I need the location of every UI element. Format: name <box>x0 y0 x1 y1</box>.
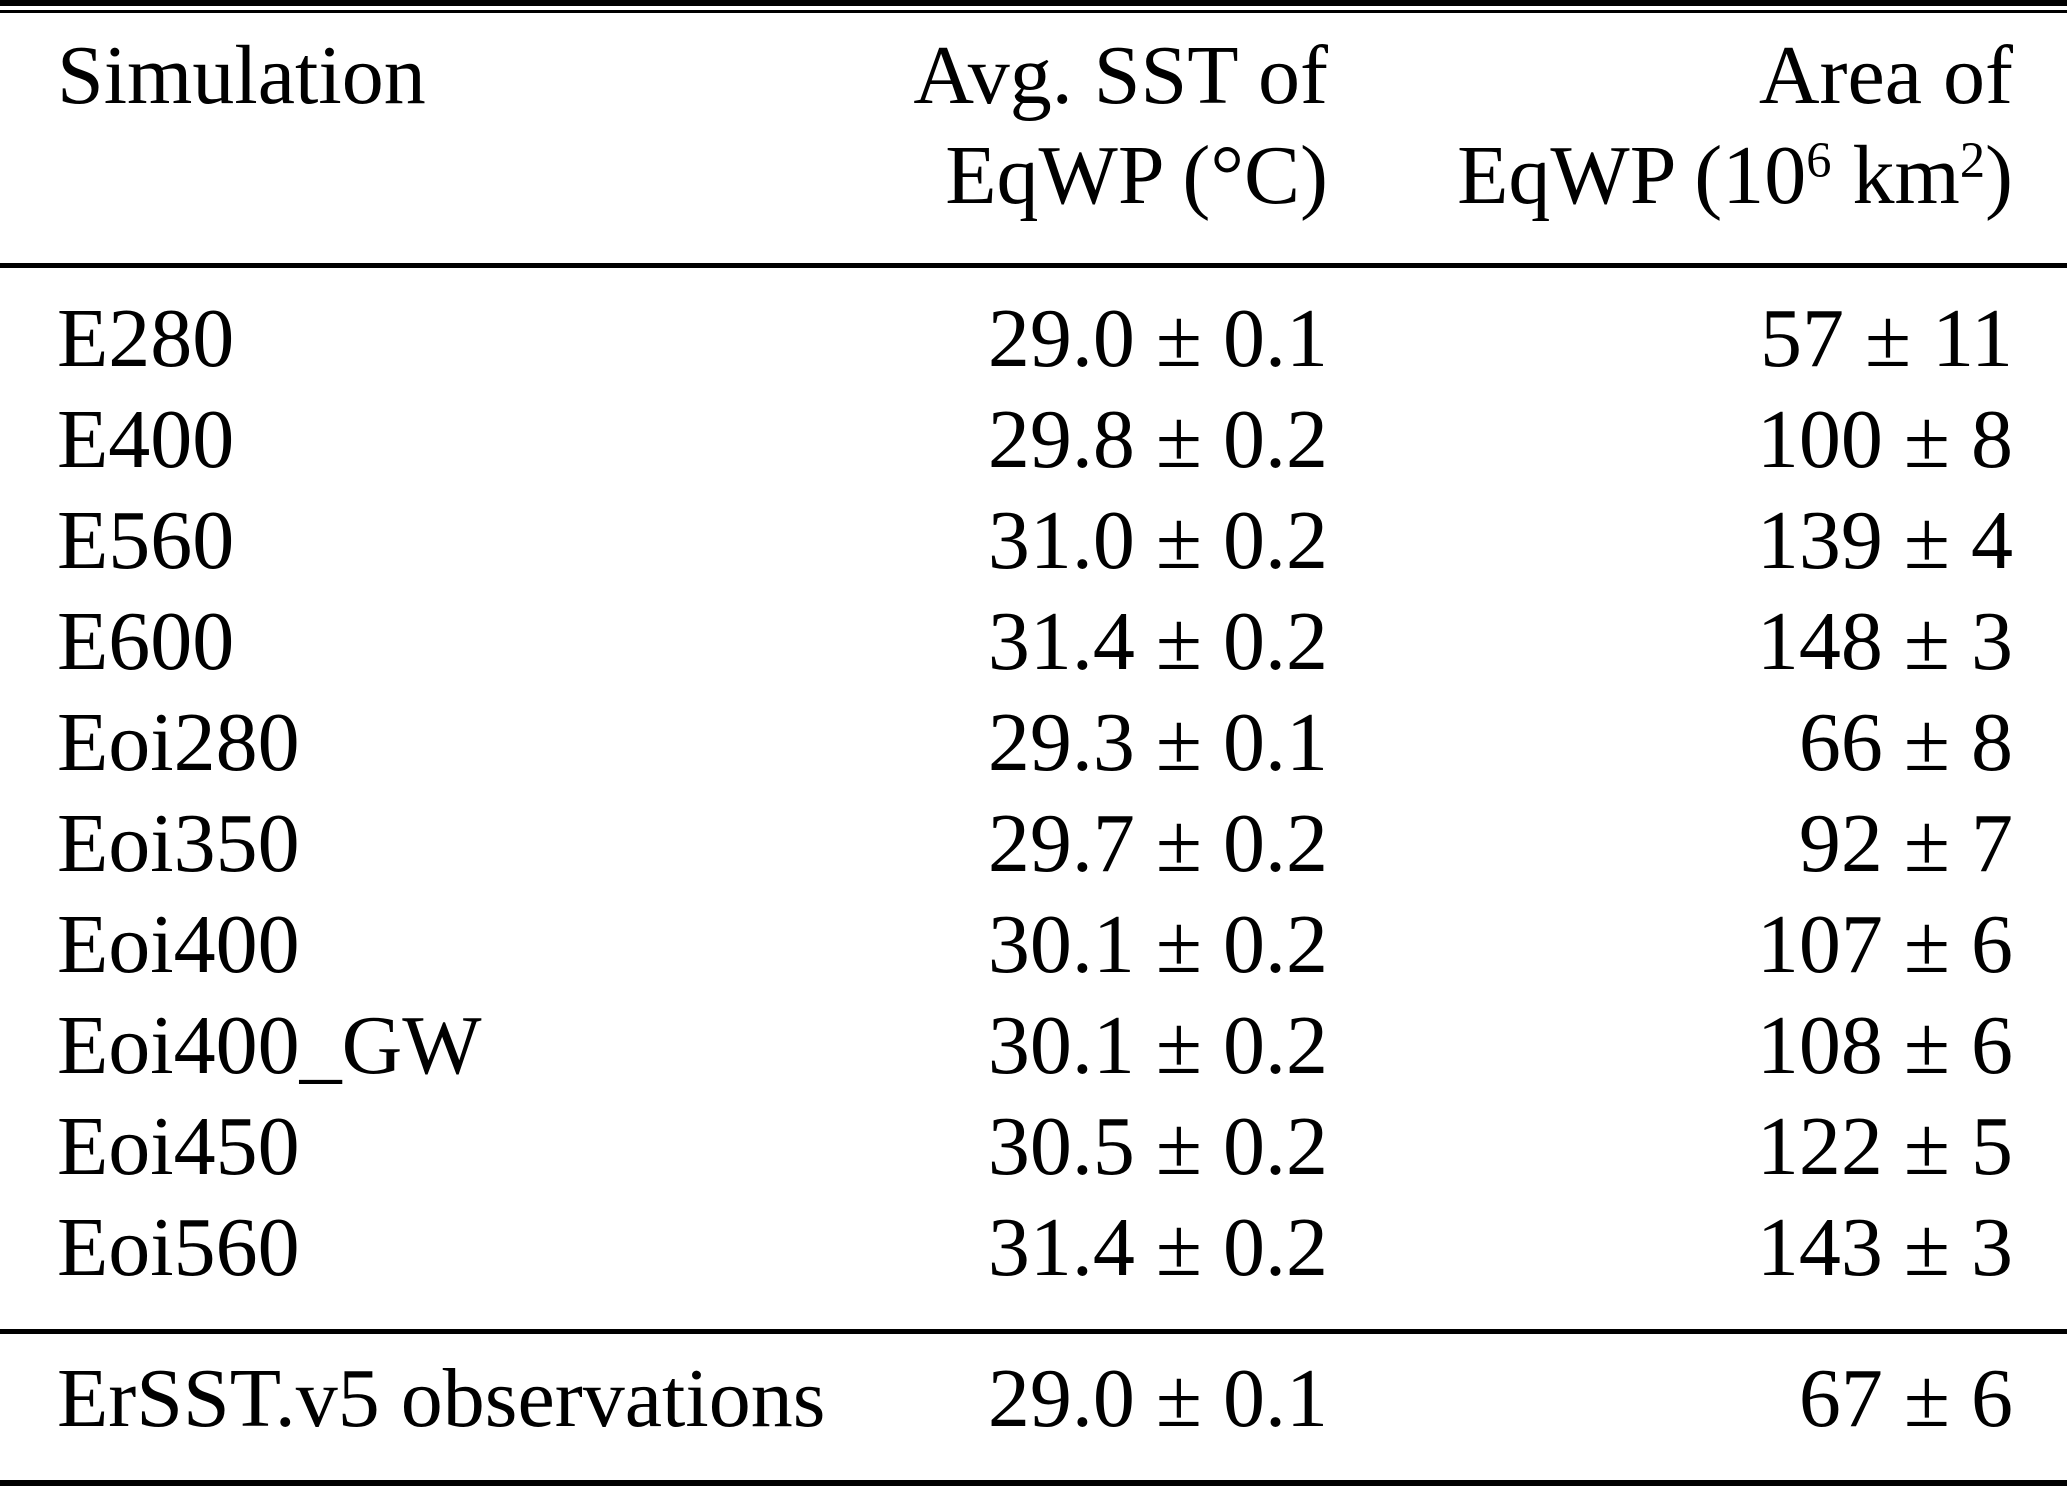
table-body: E280 29.0 ± 0.1 57 ± 11 E400 29.8 ± 0.2 … <box>57 268 2013 1298</box>
header-area: Area of EqWP (106 km2) <box>1328 26 2013 226</box>
table-row: Eoi400 30.1 ± 0.2 107 ± 6 <box>57 894 2013 995</box>
cell-area: 107 ± 6 <box>1756 898 2013 991</box>
cell-avg-sst: 31.0 ± 0.2 <box>987 494 1328 587</box>
cell-avg-sst: 30.5 ± 0.2 <box>987 1100 1328 1193</box>
cell-area: 66 ± 8 <box>1798 696 2013 789</box>
table-header: Simulation Avg. SST of EqWP (°C) Area of… <box>57 12 2013 226</box>
cell-simulation: Eoi450 <box>57 1100 300 1193</box>
header-simulation: Simulation <box>57 26 878 226</box>
cell-avg-sst: 29.0 ± 0.1 <box>987 1352 1328 1445</box>
header-area-unit-pre: EqWP (10 <box>1457 129 1807 222</box>
header-avg-sst-line2: EqWP (°C) <box>945 129 1328 222</box>
header-area-exponent-2: 2 <box>1959 131 1986 188</box>
cell-avg-sst: 30.1 ± 0.2 <box>987 999 1328 1092</box>
table-top-rule-thick <box>0 0 2067 6</box>
table-row: Eoi560 31.4 ± 0.2 143 ± 3 <box>57 1197 2013 1298</box>
cell-avg-sst: 29.8 ± 0.2 <box>987 393 1328 486</box>
cell-simulation: Eoi560 <box>57 1201 300 1294</box>
cell-simulation: ErSST.v5 observations <box>57 1352 826 1445</box>
cell-area: 148 ± 3 <box>1756 595 2013 688</box>
table-row: Eoi350 29.7 ± 0.2 92 ± 7 <box>57 793 2013 894</box>
cell-simulation: E560 <box>57 494 235 587</box>
header-divider-rule <box>0 263 2067 268</box>
header-area-exponent-6: 6 <box>1806 131 1832 188</box>
header-area-line1: Area of <box>1758 29 2013 122</box>
table-footer: ErSST.v5 observations 29.0 ± 0.1 67 ± 6 <box>57 1334 2013 1449</box>
cell-area: 67 ± 6 <box>1798 1352 2013 1445</box>
table-row: E600 31.4 ± 0.2 148 ± 3 <box>57 591 2013 692</box>
header-area-line2: EqWP (106 km2) <box>1328 126 2013 226</box>
table-row: Eoi280 29.3 ± 0.1 66 ± 8 <box>57 692 2013 793</box>
table-row: Eoi400_GW 30.1 ± 0.2 108 ± 6 <box>57 995 2013 1096</box>
cell-avg-sst: 30.1 ± 0.2 <box>987 898 1328 991</box>
cell-simulation: Eoi280 <box>57 696 300 789</box>
cell-area: 92 ± 7 <box>1798 797 2013 890</box>
table-row: E280 29.0 ± 0.1 57 ± 11 <box>57 288 2013 389</box>
cell-area: 100 ± 8 <box>1756 393 2013 486</box>
cell-avg-sst: 31.4 ± 0.2 <box>987 595 1328 688</box>
cell-simulation: Eoi400_GW <box>57 999 482 1092</box>
table-row: E400 29.8 ± 0.2 100 ± 8 <box>57 389 2013 490</box>
cell-avg-sst: 29.0 ± 0.1 <box>987 292 1328 385</box>
cell-simulation: E280 <box>57 292 235 385</box>
table-bottom-rule <box>0 1480 2067 1486</box>
cell-simulation: E600 <box>57 595 235 688</box>
cell-avg-sst: 31.4 ± 0.2 <box>987 1201 1328 1294</box>
cell-simulation: Eoi350 <box>57 797 300 890</box>
table-row: Eoi450 30.5 ± 0.2 122 ± 5 <box>57 1096 2013 1197</box>
header-area-unit-mid: km <box>1831 129 1960 222</box>
header-simulation-label: Simulation <box>57 29 426 122</box>
cell-area: 108 ± 6 <box>1756 999 2013 1092</box>
observations-divider-rule <box>0 1329 2067 1334</box>
header-avg-sst: Avg. SST of EqWP (°C) <box>878 26 1328 226</box>
cell-avg-sst: 29.3 ± 0.1 <box>987 696 1328 789</box>
table-top-rule-thin <box>0 10 2067 13</box>
header-avg-sst-line1: Avg. SST of <box>913 29 1328 122</box>
header-row: Simulation Avg. SST of EqWP (°C) Area of… <box>57 26 2013 226</box>
table-row: E560 31.0 ± 0.2 139 ± 4 <box>57 490 2013 591</box>
cell-area: 122 ± 5 <box>1756 1100 2013 1193</box>
cell-area: 143 ± 3 <box>1756 1201 2013 1294</box>
cell-area: 57 ± 11 <box>1760 292 2013 385</box>
cell-simulation: Eoi400 <box>57 898 300 991</box>
header-area-unit-post: ) <box>1985 129 2013 222</box>
cell-avg-sst: 29.7 ± 0.2 <box>987 797 1328 890</box>
observations-row: ErSST.v5 observations 29.0 ± 0.1 67 ± 6 <box>57 1348 2013 1449</box>
cell-simulation: E400 <box>57 393 235 486</box>
cell-area: 139 ± 4 <box>1756 494 2013 587</box>
